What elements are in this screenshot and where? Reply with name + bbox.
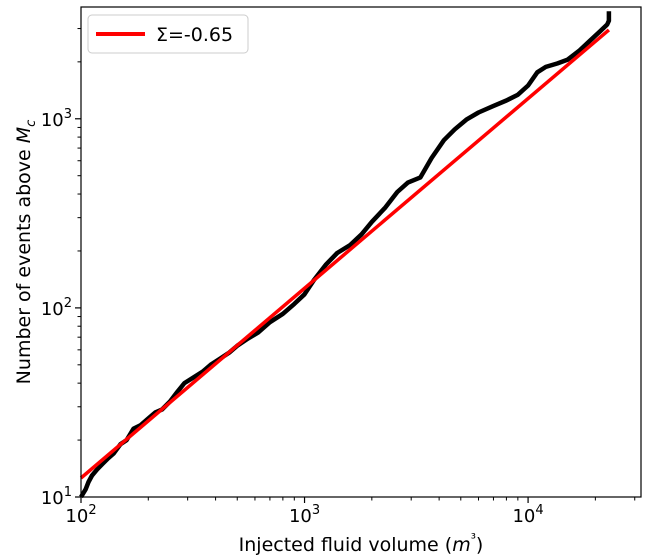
y-tick-label-exp: 2 (64, 296, 72, 311)
plot-area (81, 7, 641, 497)
y-tick-label-base: 10 (41, 488, 64, 509)
y-tick-label-exp: 1 (64, 485, 72, 500)
series-layer (79, 11, 612, 499)
y-axis-label-var: M (13, 127, 35, 143)
fit-line (79, 28, 611, 480)
x-tick-label-exp: 2 (88, 503, 96, 518)
y-tick-label-base: 10 (41, 299, 64, 320)
x-tick-label-base: 10 (512, 506, 535, 527)
x-tick-label: 103 (289, 503, 320, 527)
cumulative-events-line (79, 11, 612, 499)
x-tick-label-base: 10 (289, 506, 312, 527)
legend: Σ=-0.65 (87, 14, 249, 54)
x-axis-label-post: ) (476, 534, 483, 556)
y-axis-label-sub: c (24, 120, 39, 127)
x-axis-label-var: m (452, 534, 471, 556)
y-tick-label: 102 (41, 296, 72, 320)
legend-label: Σ=-0.65 (156, 24, 233, 46)
x-axis-label-text: Injected fluid volume ( (239, 534, 453, 556)
plot-frame (80, 6, 642, 498)
x-tick-label: 104 (512, 503, 543, 527)
y-axis-label: Number of events above Mc (13, 120, 39, 385)
x-axis-label-sup: ³ (471, 532, 476, 547)
y-tick-label: 101 (41, 485, 72, 509)
x-tick-label-exp: 4 (535, 503, 543, 518)
x-axis-label: Injected fluid volume (m³) (239, 532, 484, 556)
y-tick-label-base: 10 (41, 110, 64, 131)
legend-box (87, 14, 249, 54)
y-axis-label-text: Number of events above (13, 143, 35, 384)
y-tick-label: 103 (41, 107, 72, 131)
y-tick-label-exp: 3 (64, 107, 72, 122)
x-tick-label-base: 10 (65, 506, 88, 527)
x-tick-label: 102 (65, 503, 96, 527)
x-tick-label-exp: 3 (312, 503, 320, 518)
